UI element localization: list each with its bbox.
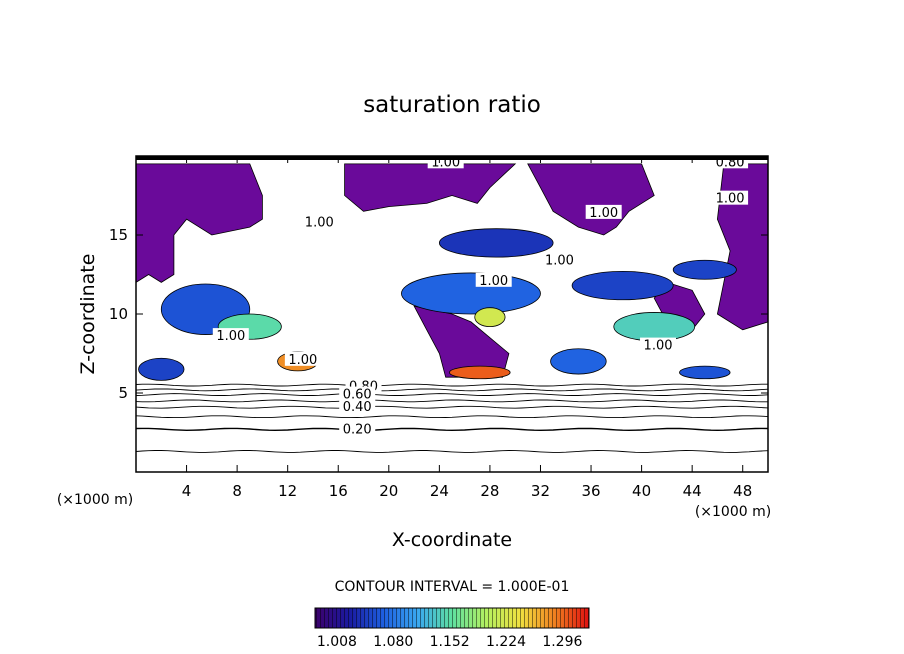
top-boundary-band xyxy=(136,156,768,160)
contour-line-0.1 xyxy=(136,450,768,453)
supersaturated-patch-surface-28km xyxy=(449,365,511,380)
subsaturated-region-upper-right xyxy=(527,163,655,236)
x-tick-label: 32 xyxy=(531,482,550,500)
x-tick-label: 40 xyxy=(632,482,651,500)
x-tick-label: 36 xyxy=(581,482,600,500)
contour-label: 0.60 xyxy=(343,388,372,403)
contour-label: 1.00 xyxy=(305,215,334,230)
chart-title: saturation ratio xyxy=(363,92,541,118)
x-tick-label: 12 xyxy=(278,482,297,500)
contour-label-bg xyxy=(585,204,622,219)
colorbar: 1.008 1.080 1.152 1.224 1.296 xyxy=(314,607,590,650)
colorbar-frame xyxy=(314,607,590,629)
supersaturated-patch-upper-right-band xyxy=(672,259,737,280)
contour-label-bg xyxy=(212,328,249,343)
supersaturated-patch-right-low xyxy=(550,348,607,375)
contour-interval-text: CONTOUR INTERVAL = 1.000E-01 xyxy=(335,579,570,595)
x-axis-label: X-coordinate xyxy=(392,529,512,551)
contour-label: 1.00 xyxy=(644,339,673,354)
contour-label: 0.20 xyxy=(343,422,372,437)
supersaturated-patch-mid-core xyxy=(474,307,506,328)
colorbar-stripes xyxy=(315,608,589,628)
x-tick-label: 8 xyxy=(232,482,242,500)
contour-label-bg xyxy=(301,214,338,229)
contour-label-bg xyxy=(640,337,677,352)
y-axis-label: Z-coordinate xyxy=(77,254,99,375)
colorbar-tick-label: 1.296 xyxy=(542,634,582,650)
contour-label: 1.00 xyxy=(589,206,618,221)
supersaturated-patch-right-surface xyxy=(679,365,731,380)
y-tick-label: 5 xyxy=(118,384,128,402)
x-tick-label: 44 xyxy=(683,482,702,500)
contour-label: 1.00 xyxy=(479,274,508,289)
x-tick-label: 48 xyxy=(733,482,752,500)
x-tick-label: 16 xyxy=(329,482,348,500)
contour-label-bg xyxy=(475,272,512,287)
subsaturated-region-upper-mid-left xyxy=(344,163,517,212)
contour-label: 1.00 xyxy=(545,253,574,268)
supersaturated-patch-right-core xyxy=(613,312,696,342)
contour-line-0.6 xyxy=(136,393,768,396)
contour-line-0.5 xyxy=(136,399,768,403)
contour-label-bg xyxy=(339,399,376,414)
contour-label-bg xyxy=(284,351,321,366)
contour-line-0.4 xyxy=(136,405,768,409)
contour-line-0.8 xyxy=(136,383,768,387)
contour-label-bg xyxy=(339,421,376,436)
x-tick-label: 20 xyxy=(379,482,398,500)
supersaturated-patch-mid-band xyxy=(401,272,541,315)
contour-label-bg xyxy=(541,252,578,267)
subsaturated-region-right-edge xyxy=(716,163,768,331)
contour-label: 1.00 xyxy=(716,192,745,207)
contour-label: 1.00 xyxy=(288,353,317,368)
colorbar-tick-label: 1.152 xyxy=(430,634,470,650)
x-tick-label: 28 xyxy=(480,482,499,500)
x-tick-label: 4 xyxy=(182,482,192,500)
x-tick-label: 24 xyxy=(430,482,449,500)
contour-line-0.7 xyxy=(136,388,768,392)
contour-label-bg xyxy=(712,190,749,205)
colorbar-tick-label: 1.080 xyxy=(373,634,413,650)
supersaturated-patch-right-band xyxy=(571,270,674,301)
subsaturated-region-upper-left xyxy=(136,163,263,283)
supersaturated-patch-left-low xyxy=(138,357,185,381)
contour-line-0.3 xyxy=(136,415,768,419)
y-tick-label: 10 xyxy=(109,305,128,323)
contour-label: 0.40 xyxy=(343,400,372,415)
contour-label-bg xyxy=(339,386,376,401)
plot-area: 1.00 0.801.001.001.001.001.001.001.001.00… xyxy=(136,156,768,472)
colorbar-tick-label: 1.224 xyxy=(486,634,526,650)
subsaturated-region-mid-plume xyxy=(413,305,510,378)
colorbar-tick-label: 1.008 xyxy=(317,634,357,650)
supersaturated-patch-upper-band xyxy=(438,228,554,258)
y-tick-label: 15 xyxy=(109,226,128,244)
x-unit-right: (×1000 m) xyxy=(695,504,771,520)
x-unit-left: (×1000 m) xyxy=(57,492,133,508)
contour-line-0.2 xyxy=(136,427,768,432)
contour-label: 1.00 xyxy=(216,329,245,344)
